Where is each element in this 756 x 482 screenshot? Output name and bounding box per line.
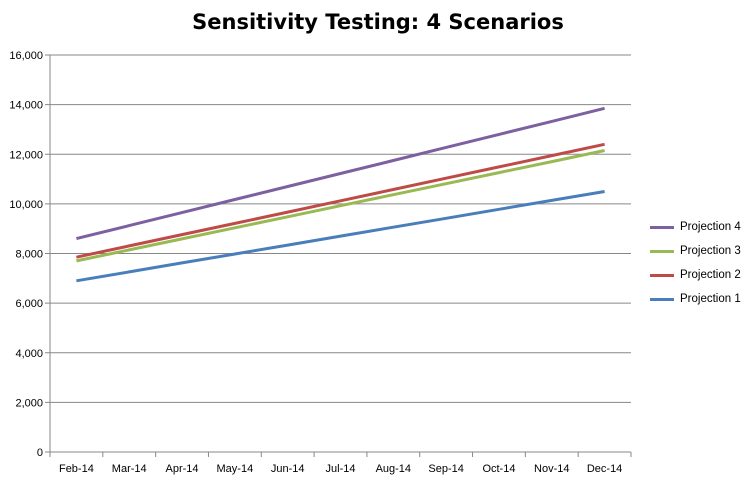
y-tick-label: 16,000 bbox=[9, 50, 43, 62]
x-tick-label: May-14 bbox=[217, 463, 254, 475]
x-tick-label: Sep-14 bbox=[428, 463, 463, 475]
y-tick-label: 14,000 bbox=[9, 100, 43, 112]
series-line-projection-1 bbox=[76, 190, 605, 283]
series-line-projection-3 bbox=[76, 149, 605, 263]
x-tick-label: Mar-14 bbox=[112, 463, 147, 475]
legend-item: Projection 2 bbox=[650, 267, 741, 283]
y-tick-label: 0 bbox=[37, 447, 43, 459]
x-tick-label: Jul-14 bbox=[326, 463, 356, 475]
legend-label: Projection 2 bbox=[680, 269, 741, 281]
legend-item: Projection 3 bbox=[650, 243, 741, 259]
y-tick-label: 12,000 bbox=[9, 149, 43, 161]
legend: Projection 4 Projection 3 Projection 2 Proj… bbox=[650, 219, 741, 315]
y-tick-label: 10,000 bbox=[9, 199, 43, 211]
legend-label: Projection 4 bbox=[680, 221, 741, 233]
legend-item: Projection 1 bbox=[650, 291, 741, 307]
legend-swatch bbox=[650, 297, 674, 301]
x-tick-label: Jun-14 bbox=[271, 463, 305, 475]
legend-label: Projection 1 bbox=[680, 293, 741, 305]
legend-swatch bbox=[650, 249, 674, 253]
y-tick-label: 8,000 bbox=[15, 249, 43, 261]
series-line-projection-2 bbox=[76, 142, 605, 259]
legend-label: Projection 3 bbox=[680, 245, 741, 257]
legend-swatch bbox=[650, 273, 674, 277]
legend-item: Projection 4 bbox=[650, 219, 741, 235]
legend-swatch bbox=[650, 225, 674, 229]
y-tick-label: 4,000 bbox=[15, 348, 43, 360]
y-tick-label: 2,000 bbox=[15, 397, 43, 409]
x-tick-label: Dec-14 bbox=[587, 463, 622, 475]
x-tick-label: Feb-14 bbox=[59, 463, 94, 475]
series-line-projection-4 bbox=[76, 106, 605, 241]
x-tick-label: Apr-14 bbox=[166, 463, 199, 475]
y-tick-label: 6,000 bbox=[15, 298, 43, 310]
x-tick-label: Aug-14 bbox=[376, 463, 411, 475]
chart-title: Sensitivity Testing: 4 Scenarios bbox=[192, 10, 564, 34]
x-tick-label: Nov-14 bbox=[534, 463, 569, 475]
x-tick-label: Oct-14 bbox=[482, 463, 515, 475]
